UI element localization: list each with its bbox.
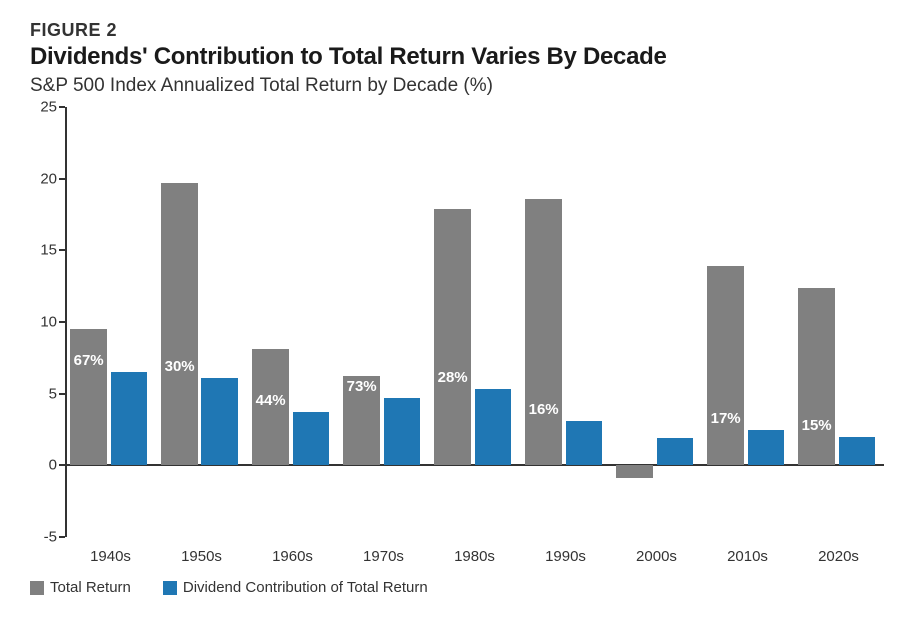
x-tick-label: 2010s xyxy=(702,548,793,565)
bar-total xyxy=(434,209,470,466)
bar-dividend xyxy=(657,438,693,465)
x-tick-label: 1990s xyxy=(520,548,611,565)
chart-title: Dividends' Contribution to Total Return … xyxy=(30,43,884,71)
y-tick-label: 5 xyxy=(49,385,57,402)
x-tick-label: 1970s xyxy=(338,548,429,565)
pct-label: N/A* xyxy=(616,418,652,435)
y-tick-label: 0 xyxy=(49,457,57,474)
bar-total xyxy=(798,288,834,466)
pct-label: 28% xyxy=(434,369,470,386)
pct-label: 15% xyxy=(798,417,834,434)
y-tick-label: 25 xyxy=(40,99,57,116)
bar-dividend xyxy=(475,389,511,465)
chart-subtitle: S&P 500 Index Annualized Total Return by… xyxy=(30,75,884,97)
bar-dividend xyxy=(839,437,875,466)
chart-area: 2520151050-5 67%1940s30%1950s44%1960s73%… xyxy=(30,107,884,567)
bar-dividend xyxy=(748,430,784,466)
pct-label: 16% xyxy=(525,401,561,418)
pct-label: 67% xyxy=(70,352,106,369)
y-tick-mark xyxy=(59,178,65,180)
y-tick-mark xyxy=(59,249,65,251)
legend-swatch-dividend xyxy=(163,581,177,595)
bar-dividend xyxy=(201,378,237,465)
figure-label: FIGURE 2 xyxy=(30,20,884,41)
bar-dividend xyxy=(293,412,329,465)
y-tick-label: 10 xyxy=(40,314,57,331)
pct-label: 17% xyxy=(707,410,743,427)
legend-item-dividend: Dividend Contribution of Total Return xyxy=(163,579,428,596)
pct-label: 44% xyxy=(252,392,288,409)
bar-dividend xyxy=(384,398,420,465)
bar-total xyxy=(70,329,106,465)
y-tick-label: 15 xyxy=(40,242,57,259)
legend-swatch-total xyxy=(30,581,44,595)
x-tick-label: 2020s xyxy=(793,548,884,565)
y-tick-mark xyxy=(59,536,65,538)
y-tick-label: -5 xyxy=(44,529,57,546)
y-tick-mark xyxy=(59,393,65,395)
plot-area: 67%1940s30%1950s44%1960s73%1970s28%1980s… xyxy=(65,107,884,537)
bar-dividend xyxy=(111,372,147,465)
bar-total xyxy=(707,266,743,465)
x-tick-label: 1950s xyxy=(156,548,247,565)
pct-label: 30% xyxy=(161,358,197,375)
x-tick-label: 2000s xyxy=(611,548,702,565)
legend: Total Return Dividend Contribution of To… xyxy=(30,579,884,596)
bar-dividend xyxy=(566,421,602,465)
y-axis-line xyxy=(65,107,67,537)
y-axis: 2520151050-5 xyxy=(30,107,65,567)
y-tick-mark xyxy=(59,321,65,323)
x-tick-label: 1960s xyxy=(247,548,338,565)
legend-label-total: Total Return xyxy=(50,579,131,596)
bar-total xyxy=(525,199,561,466)
x-tick-label: 1940s xyxy=(65,548,156,565)
y-tick-label: 20 xyxy=(40,170,57,187)
y-tick-mark xyxy=(59,106,65,108)
x-tick-label: 1980s xyxy=(429,548,520,565)
legend-label-dividend: Dividend Contribution of Total Return xyxy=(183,579,428,596)
pct-label: 73% xyxy=(343,378,379,395)
bar-total xyxy=(616,465,652,478)
bar-total xyxy=(161,183,197,465)
legend-item-total: Total Return xyxy=(30,579,131,596)
